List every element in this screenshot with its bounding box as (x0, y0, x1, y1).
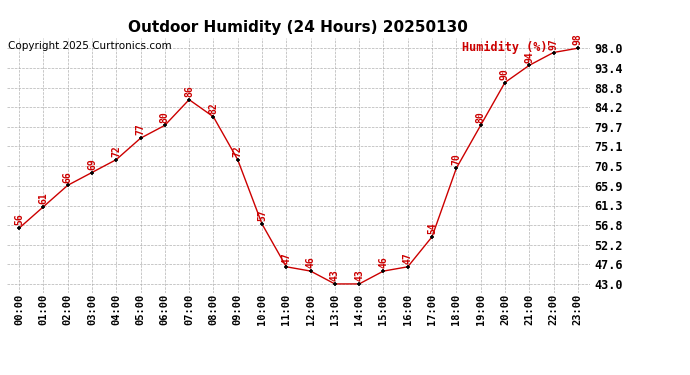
Point (305, 268, 316, 274)
Text: 86: 86 (184, 85, 194, 97)
Point (110, 157, 121, 163)
Text: 46: 46 (378, 256, 388, 268)
Text: Humidity (%): Humidity (%) (462, 41, 547, 54)
Text: 54: 54 (427, 222, 437, 234)
Text: 97: 97 (549, 38, 558, 50)
Point (208, 114, 219, 120)
Text: 80: 80 (475, 111, 486, 123)
Point (38, 204, 49, 210)
Point (378, 268, 389, 274)
Point (500, 80, 511, 86)
Title: Outdoor Humidity (24 Hours) 20250130: Outdoor Humidity (24 Hours) 20250130 (128, 20, 469, 35)
Point (257, 221, 268, 227)
Text: 80: 80 (160, 111, 170, 123)
Text: 46: 46 (306, 256, 315, 268)
Point (62, 182, 73, 188)
Text: 43: 43 (354, 269, 364, 281)
Text: 82: 82 (208, 102, 219, 114)
Text: Copyright 2025 Curtronics.com: Copyright 2025 Curtronics.com (8, 41, 172, 51)
Text: 61: 61 (39, 192, 48, 204)
Text: 72: 72 (111, 145, 121, 157)
Text: 98: 98 (573, 34, 583, 45)
Point (281, 264, 292, 270)
Text: 47: 47 (403, 252, 413, 264)
Point (329, 281, 340, 287)
Text: 90: 90 (500, 68, 510, 80)
Text: 69: 69 (87, 158, 97, 170)
Text: 56: 56 (14, 214, 24, 225)
Point (402, 264, 413, 270)
Text: 47: 47 (282, 252, 291, 264)
Point (184, 97, 195, 103)
Text: 94: 94 (524, 51, 534, 63)
Text: 43: 43 (330, 269, 340, 281)
Point (572, 45, 583, 51)
Text: 77: 77 (135, 124, 146, 135)
Point (354, 281, 365, 287)
Text: 70: 70 (451, 154, 462, 165)
Point (14, 225, 25, 231)
Text: 66: 66 (63, 171, 72, 183)
Text: 72: 72 (233, 145, 243, 157)
Point (426, 234, 437, 240)
Point (232, 157, 243, 163)
Point (548, 50, 559, 55)
Text: 57: 57 (257, 209, 267, 221)
Point (475, 122, 486, 128)
Point (524, 62, 535, 68)
Point (451, 165, 462, 171)
Point (135, 135, 146, 141)
Point (86, 170, 97, 176)
Point (159, 122, 170, 128)
